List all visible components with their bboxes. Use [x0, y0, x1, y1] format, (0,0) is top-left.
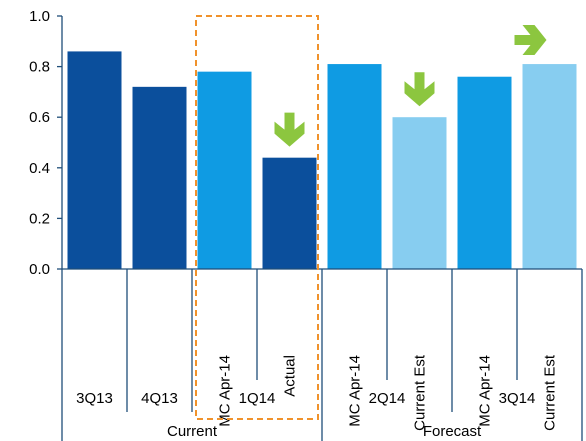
bar-4q13	[132, 86, 187, 269]
bar-3q13	[67, 51, 122, 269]
bar-2q14-current-est	[392, 117, 447, 269]
arrow-right-icon	[514, 25, 547, 55]
super-group-label-current: Current	[167, 423, 218, 440]
group-label-3q13: 3Q13	[76, 390, 113, 407]
sub-category-label: Actual	[282, 355, 299, 397]
group-label-4q13: 4Q13	[141, 390, 178, 407]
y-tick-label: 0.2	[29, 210, 50, 227]
group-label-1q14: 1Q14	[239, 390, 276, 407]
bar-3q14-current-est	[522, 64, 577, 269]
sub-category-label: MC Apr-14	[477, 355, 494, 427]
y-tick-label: 0.4	[29, 160, 50, 177]
group-label-3q14: 3Q14	[499, 390, 536, 407]
bar-1q14-actual	[262, 157, 317, 269]
super-group-label-forecast: Forecast	[423, 423, 482, 440]
bar-2q14-mc-apr-14	[327, 64, 382, 269]
y-tick-label: 0.8	[29, 59, 50, 76]
sub-category-label: MC Apr-14	[217, 355, 234, 427]
y-tick-label: 0.0	[29, 261, 50, 278]
highlight-box	[195, 15, 319, 420]
arrow-down-icon	[274, 112, 305, 147]
y-tick-label: 0.6	[29, 109, 50, 126]
group-label-2q14: 2Q14	[369, 390, 406, 407]
sub-category-label: Current Est	[412, 354, 429, 431]
bar-1q14-mc-apr-14	[197, 71, 252, 269]
bar-3q14-mc-apr-14	[457, 76, 512, 269]
arrow-down-icon	[404, 72, 435, 107]
sub-category-label: MC Apr-14	[347, 355, 364, 427]
sub-category-label: Current Est	[542, 354, 559, 431]
y-tick-label: 1.0	[29, 8, 50, 25]
